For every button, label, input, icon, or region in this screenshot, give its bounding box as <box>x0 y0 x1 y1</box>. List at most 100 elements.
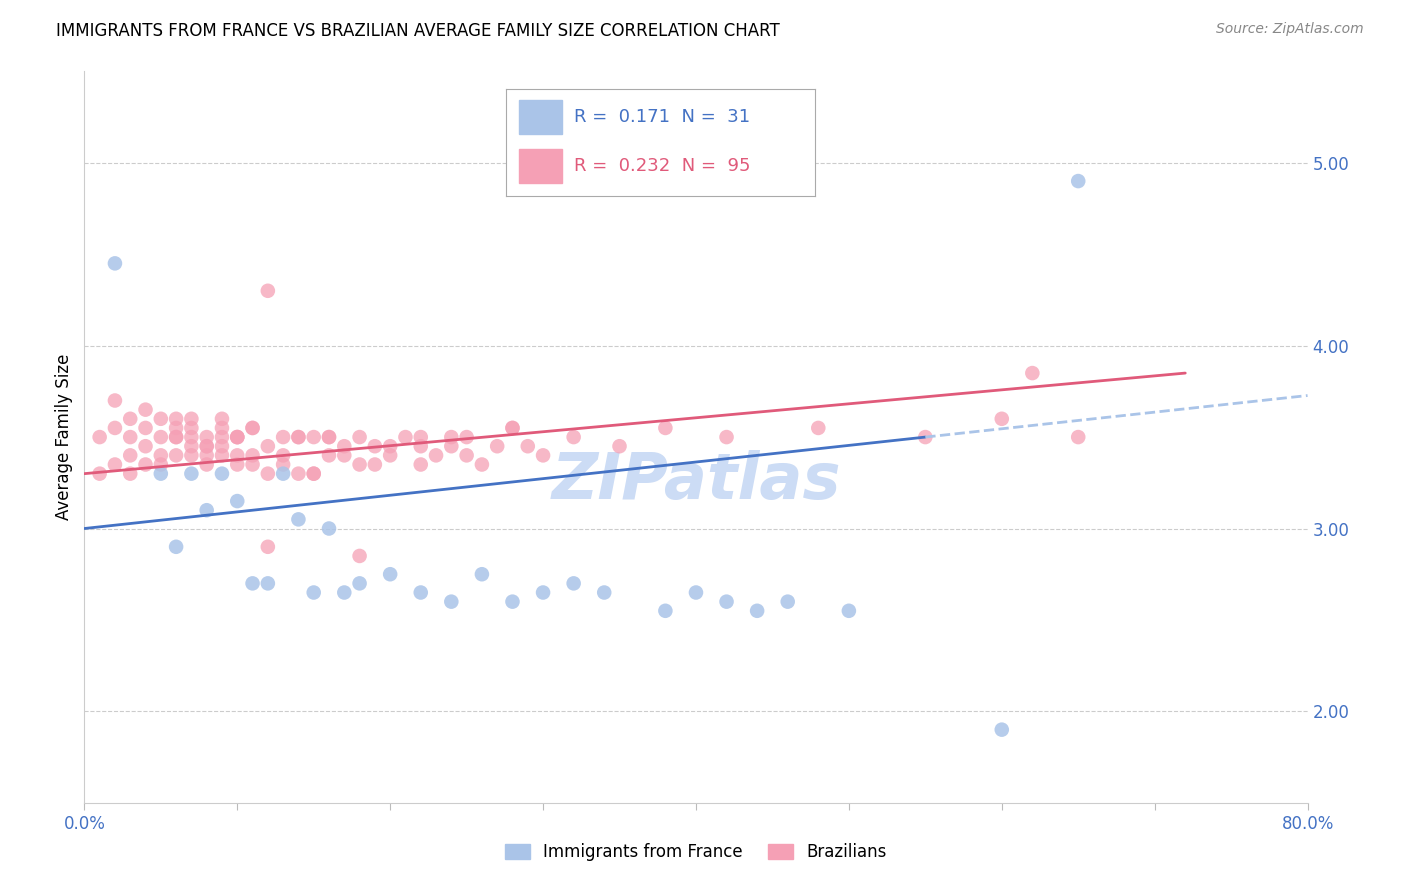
Point <box>211 412 233 426</box>
Point <box>302 467 325 481</box>
Point <box>409 439 432 453</box>
Point <box>776 594 799 608</box>
Point <box>149 412 172 426</box>
Point <box>516 439 538 453</box>
Point <box>135 458 157 472</box>
Point <box>531 448 554 462</box>
Point <box>287 430 309 444</box>
Point <box>226 494 249 508</box>
Point <box>364 458 387 472</box>
Point <box>149 430 172 444</box>
Text: R =  0.232  N =  95: R = 0.232 N = 95 <box>574 157 751 175</box>
Point <box>149 448 172 462</box>
Point <box>364 439 387 453</box>
Point <box>180 430 202 444</box>
Point <box>165 540 187 554</box>
Point <box>165 448 187 462</box>
Point <box>195 439 218 453</box>
Bar <box>519 149 562 184</box>
Point <box>89 467 111 481</box>
Point <box>349 430 371 444</box>
Point <box>333 448 356 462</box>
Text: Source: ZipAtlas.com: Source: ZipAtlas.com <box>1216 22 1364 37</box>
Point <box>471 567 494 582</box>
Point <box>654 421 676 435</box>
Point <box>226 430 249 444</box>
Point <box>104 256 127 270</box>
Point <box>502 421 524 435</box>
Point <box>302 467 325 481</box>
Point <box>302 585 325 599</box>
Point <box>226 430 249 444</box>
Point <box>318 430 340 444</box>
Point <box>271 458 294 472</box>
Y-axis label: Average Family Size: Average Family Size <box>55 354 73 520</box>
Point <box>211 421 233 435</box>
Point <box>195 430 218 444</box>
Point <box>211 439 233 453</box>
Point <box>838 604 860 618</box>
Point <box>914 430 936 444</box>
Point <box>409 458 432 472</box>
Text: IMMIGRANTS FROM FRANCE VS BRAZILIAN AVERAGE FAMILY SIZE CORRELATION CHART: IMMIGRANTS FROM FRANCE VS BRAZILIAN AVER… <box>56 22 780 40</box>
Point <box>380 448 402 462</box>
Point <box>226 448 249 462</box>
Point <box>471 458 494 472</box>
Point <box>747 604 769 618</box>
Point <box>685 585 707 599</box>
Point <box>257 284 280 298</box>
Point <box>211 448 233 462</box>
Point <box>349 458 371 472</box>
Point <box>120 412 142 426</box>
Point <box>135 402 157 417</box>
Point <box>991 412 1014 426</box>
Point <box>165 412 187 426</box>
Point <box>333 585 356 599</box>
Point <box>149 467 172 481</box>
Point <box>135 439 157 453</box>
Point <box>242 448 264 462</box>
Point <box>257 467 280 481</box>
Point <box>211 430 233 444</box>
Point <box>593 585 616 599</box>
Point <box>333 439 356 453</box>
Point <box>180 439 202 453</box>
Point <box>287 467 309 481</box>
Point <box>318 430 340 444</box>
Point <box>716 594 738 608</box>
Point <box>242 421 264 435</box>
Point <box>242 576 264 591</box>
Point <box>226 458 249 472</box>
Text: ZIPatlas: ZIPatlas <box>551 450 841 512</box>
Point <box>149 458 172 472</box>
Point <box>165 421 187 435</box>
Point <box>89 430 111 444</box>
Point <box>1067 174 1090 188</box>
Point <box>349 576 371 591</box>
Point <box>226 430 249 444</box>
Point <box>165 430 187 444</box>
Point <box>195 439 218 453</box>
Point <box>716 430 738 444</box>
Point <box>104 458 127 472</box>
Point <box>195 458 218 472</box>
Point <box>486 439 509 453</box>
Point <box>302 430 325 444</box>
Point <box>271 430 294 444</box>
Point <box>287 512 309 526</box>
Point <box>242 421 264 435</box>
Point <box>440 594 463 608</box>
Bar <box>519 100 562 134</box>
Point <box>180 421 202 435</box>
Point <box>409 585 432 599</box>
Point <box>456 448 478 462</box>
Point <box>456 430 478 444</box>
Point <box>562 430 585 444</box>
Point <box>211 467 233 481</box>
Point <box>991 723 1014 737</box>
Point <box>409 430 432 444</box>
Point <box>394 430 416 444</box>
Point <box>135 421 157 435</box>
Point <box>104 421 127 435</box>
Point <box>257 540 280 554</box>
